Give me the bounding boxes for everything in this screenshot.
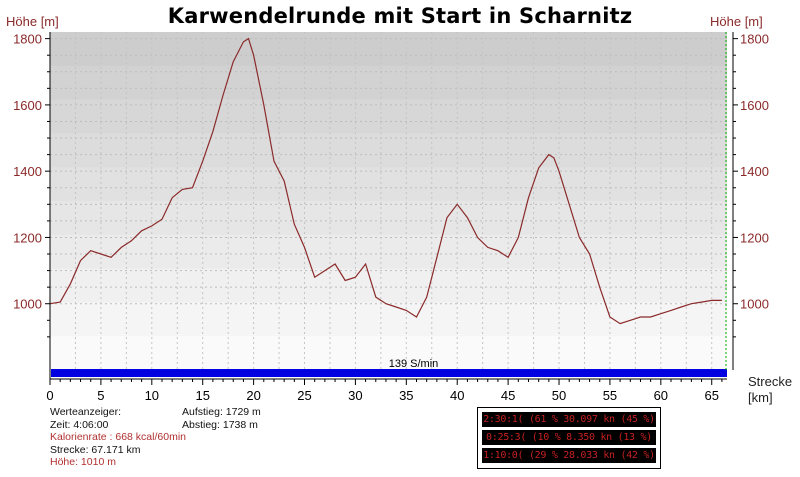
werteanzeiger-label: Werteanzeiger: [50,406,122,418]
x-tick-label: 35 [399,388,413,403]
time-value: Zeit: 4:06:00 [50,418,109,431]
x-axis-unit-name: Strecke [748,374,793,389]
x-axis-unit-bracket: [km] [748,390,773,405]
plot-background-band [50,234,727,270]
y-tick-label-left: 1400 [13,164,42,179]
y-axis-unit-left: Höhe [m] [6,14,59,29]
x-tick-label: 20 [246,388,260,403]
x-tick-label: 25 [297,388,311,403]
y-tick-label-right: 1200 [740,230,769,245]
x-tick-label: 30 [348,388,362,403]
x-tick-label: 45 [501,388,515,403]
plot-background-band [50,99,727,134]
split-row: 0:25:3( (10 % 8.350 kn (13 %) [482,430,656,445]
altitude-value: Höhe: 1010 m [50,456,116,469]
ascent-value: Aufstieg: 1729 m [182,406,261,418]
x-tick-label: 15 [195,388,209,403]
x-tick-label: 55 [603,388,617,403]
y-tick-label-right: 1400 [740,164,769,179]
x-tick-label: 65 [704,388,718,403]
plot-background-band [50,32,727,67]
y-tick-label-right: 1000 [740,297,769,312]
plot-background-band [50,336,727,371]
x-tick-label: 10 [145,388,159,403]
y-tick-label-left: 1000 [13,297,42,312]
stats-panel-left: Werteanzeiger: Zeit: 4:06:00 Kalorienrat… [50,406,186,469]
split-table: 2:30:1( (61 % 30.097 kn (45 %) 0:25:3( (… [477,407,661,469]
y-tick-label-left: 1800 [13,32,42,47]
y-axis-unit-right: Höhe [m] [710,14,763,29]
y-tick-label-left: 1600 [13,98,42,113]
x-tick-label: 50 [552,388,566,403]
x-tick-label: 60 [654,388,668,403]
distance-value: Strecke: 67.171 km [50,443,141,456]
plot-background-band [50,133,727,168]
x-axis-unit: Strecke [km] [748,374,792,406]
elevation-series-line [49,37,722,325]
split-row: 1:10:0( (29 % 28.033 kn (42 %) [482,448,656,463]
pace-bar [51,369,727,377]
x-tick-label: 5 [97,388,104,403]
descent-value: Abstieg: 1738 m [182,418,258,431]
x-tick-label: 0 [46,388,53,403]
plot-background-band [50,268,727,303]
split-row: 2:30:1( (61 % 30.097 kn (45 %) [482,412,656,427]
y-tick-label-right: 1600 [740,98,769,113]
pace-label: 139 S/min [389,358,439,370]
stats-panel-mid: Aufstieg: 1729 m Abstieg: 1738 m [182,406,261,431]
plot-background-band [50,167,727,202]
y-tick-label-left: 1200 [13,230,42,245]
x-tick-label: 40 [450,388,464,403]
y-tick-label-right: 1800 [740,32,769,47]
plot-background-band [50,65,727,101]
chart-title: Karwendelrunde mit Start in Scharnitz [167,4,633,28]
calorie-rate-value: Kalorienrate : 668 kcal/60min [50,431,186,444]
